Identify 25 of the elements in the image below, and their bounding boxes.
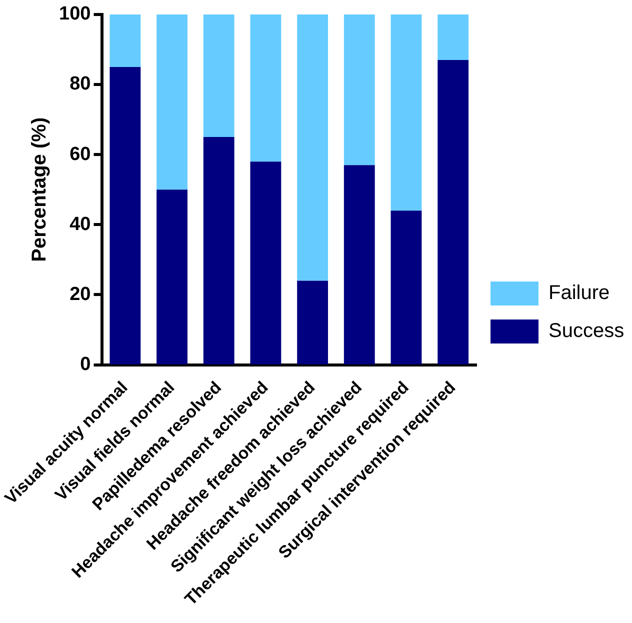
y-tick-label: 100 bbox=[59, 4, 91, 25]
y-tick-label: 20 bbox=[70, 284, 91, 305]
bar bbox=[297, 280, 328, 364]
bar bbox=[156, 190, 188, 364]
bar bbox=[344, 165, 375, 364]
bar bbox=[203, 14, 234, 138]
bar bbox=[110, 14, 141, 67]
y-tick-label: 40 bbox=[70, 214, 91, 235]
bar bbox=[344, 14, 375, 166]
bar bbox=[297, 14, 328, 281]
y-tick-label: 60 bbox=[70, 144, 91, 165]
bar bbox=[390, 14, 422, 211]
legend-label: Failure bbox=[548, 282, 610, 304]
bar bbox=[156, 14, 188, 190]
bar bbox=[390, 210, 422, 364]
bar bbox=[438, 14, 469, 60]
y-tick-label: 0 bbox=[80, 354, 91, 376]
y-axis-title: Percentage (%) bbox=[28, 117, 51, 262]
bar bbox=[250, 14, 282, 162]
legend-label: Success bbox=[548, 320, 624, 342]
bar bbox=[110, 66, 141, 364]
bar bbox=[203, 137, 234, 364]
bar bbox=[438, 60, 469, 364]
bar bbox=[250, 162, 282, 364]
y-tick-label: 80 bbox=[70, 74, 91, 95]
